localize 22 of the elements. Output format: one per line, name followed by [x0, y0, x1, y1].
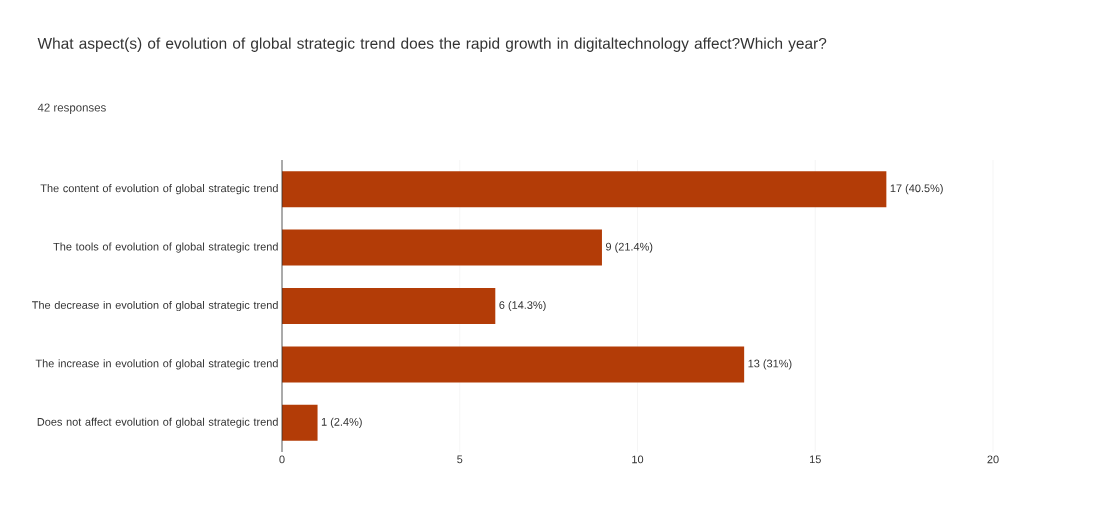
bar — [282, 346, 745, 383]
text: 42 responses — [37, 103, 106, 114]
x-tick-label: 10 — [632, 455, 644, 464]
x-tick-label: 15 — [809, 455, 821, 464]
y-tick-label: The increase in evolution of global strategic trend — [35, 359, 278, 370]
data-label: 1 (2.4%) — [321, 417, 362, 428]
x-tick-label: 0 — [279, 455, 285, 464]
x-tick-label: 5 — [457, 455, 463, 464]
x-tick-label: 20 — [987, 455, 999, 464]
bar — [282, 404, 318, 441]
data-label: 9 (21.4%) — [605, 242, 653, 253]
y-tick-label: The tools of evolution of global strategic trend — [53, 242, 278, 253]
y-tick-label: The decrease in evolution of global strategic trend — [32, 300, 278, 312]
data-label: 6 (14.3%) — [499, 300, 546, 312]
bar — [282, 288, 496, 324]
y-tick-label: The content of evolution of global strategic trend — [40, 184, 278, 195]
y-tick-label: Does not affect evolution of global strategic trend — [37, 417, 278, 428]
chart-title: What aspect(s) of evolution of global strategic trend does the rapid growth in digitaltechnology affect?Which year? — [37, 37, 827, 52]
bar — [282, 171, 887, 208]
data-label: 13 (31%) — [748, 359, 792, 370]
bar — [282, 229, 602, 266]
data-label: 17 (40.5%) — [890, 184, 943, 195]
